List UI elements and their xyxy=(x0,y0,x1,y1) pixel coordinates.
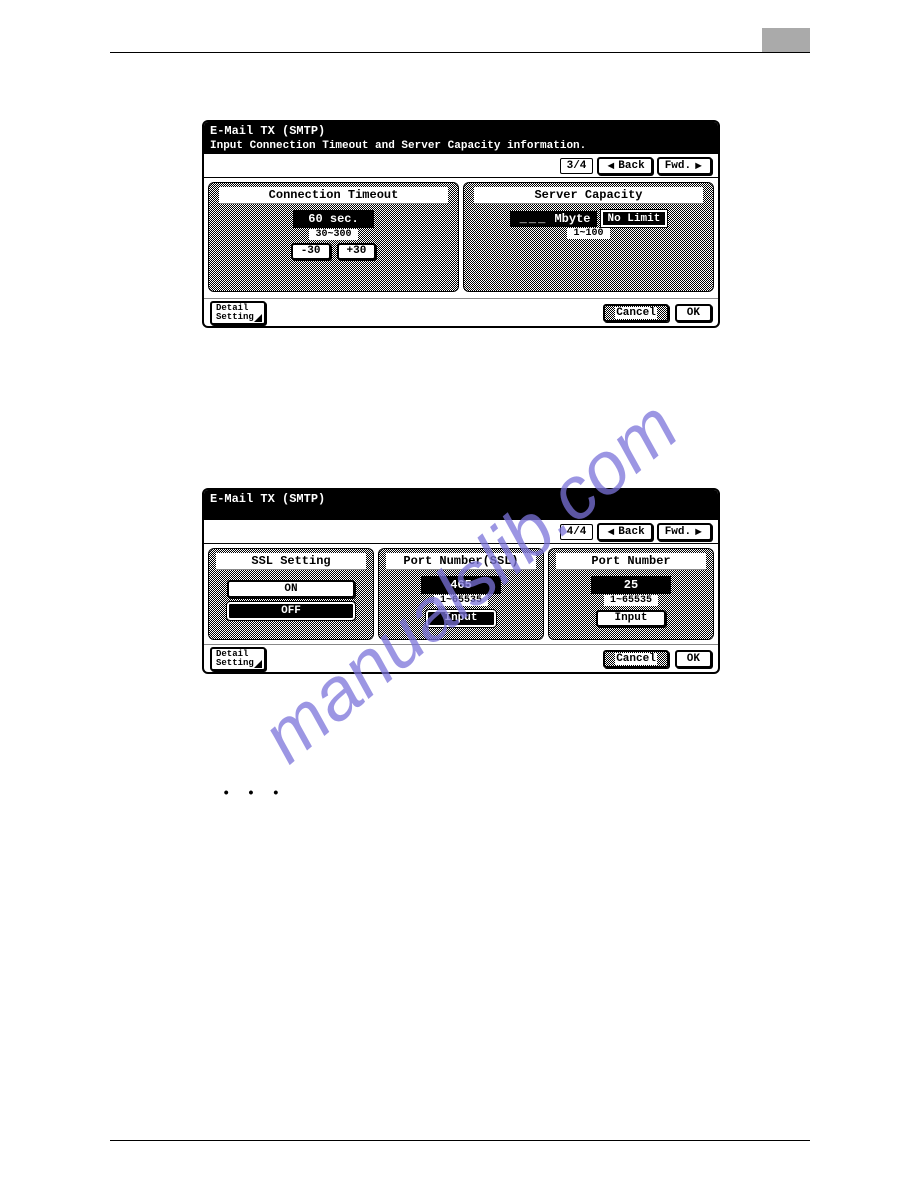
ellipsis-dots: • • • xyxy=(222,786,284,802)
cancel-button[interactable]: Cancel xyxy=(603,650,669,668)
capacity-heading: Server Capacity xyxy=(474,187,703,204)
back-button[interactable]: ◄Back xyxy=(597,157,652,175)
port-ssl-range: 1~65535 xyxy=(434,595,488,606)
smtp-screen-3of4: E-Mail TX (SMTP) Input Connection Timeou… xyxy=(202,120,720,328)
port-ssl-heading: Port Number(SSL) xyxy=(386,553,537,570)
cancel-label: Cancel xyxy=(615,653,657,665)
panel-footer: Detail Setting Cancel OK xyxy=(204,298,718,326)
capacity-value: ___ Mbyte xyxy=(510,211,597,227)
port-ssl-group: Port Number(SSL) 465 1~65535 Input xyxy=(378,548,544,640)
panel-subtitle: Input Connection Timeout and Server Capa… xyxy=(204,140,718,154)
detail-setting-button[interactable]: Detail Setting xyxy=(210,647,266,671)
panel-title: E-Mail TX (SMTP) xyxy=(204,490,718,508)
arrow-left-icon: ◄ xyxy=(605,159,616,173)
forward-button[interactable]: Fwd.► xyxy=(657,157,712,175)
panel-subtitle-blank xyxy=(204,508,718,520)
ssl-off-button[interactable]: OFF xyxy=(227,602,355,620)
port-heading: Port Number xyxy=(556,553,707,570)
timeout-plus-button[interactable]: +30 xyxy=(337,243,377,260)
port-input-button[interactable]: Input xyxy=(596,610,665,627)
capacity-blank: ___ xyxy=(520,212,548,226)
fwd-label: Fwd. xyxy=(665,159,691,173)
port-range: 1~65535 xyxy=(604,595,658,606)
page-header-rule xyxy=(110,52,810,53)
port-ssl-input-button[interactable]: Input xyxy=(426,610,495,627)
port-value: 25 xyxy=(591,576,671,594)
ssl-setting-group: SSL Setting ON OFF xyxy=(208,548,374,640)
ok-button[interactable]: OK xyxy=(675,304,712,322)
timeout-minus-button[interactable]: -30 xyxy=(291,243,331,260)
port-ssl-value: 465 xyxy=(421,576,501,594)
capacity-unit: Mbyte xyxy=(554,212,590,226)
arrow-right-icon: ► xyxy=(693,525,704,539)
cancel-label: Cancel xyxy=(615,307,657,319)
panel-title: E-Mail TX (SMTP) xyxy=(204,122,718,140)
detail-setting-button[interactable]: Detail Setting xyxy=(210,301,266,325)
page-indicator: 3/4 xyxy=(560,158,594,174)
panel-footer: Detail Setting Cancel OK xyxy=(204,644,718,672)
page-footer-rule xyxy=(110,1140,810,1141)
server-capacity-group: Server Capacity ___ Mbyte No Limit 1~100 xyxy=(463,182,714,292)
page-indicator: 4/4 xyxy=(560,524,594,540)
back-button[interactable]: ◄Back xyxy=(597,523,652,541)
fwd-label: Fwd. xyxy=(665,525,691,539)
page-header-gray-box xyxy=(762,28,810,52)
no-limit-button[interactable]: No Limit xyxy=(601,210,668,227)
ssl-heading: SSL Setting xyxy=(216,553,367,570)
cancel-button[interactable]: Cancel xyxy=(603,304,669,322)
arrow-right-icon: ► xyxy=(693,159,704,173)
ok-button[interactable]: OK xyxy=(675,650,712,668)
timeout-heading: Connection Timeout xyxy=(219,187,448,204)
back-label: Back xyxy=(618,525,644,539)
arrow-left-icon: ◄ xyxy=(605,525,616,539)
timeout-value: 60 sec. xyxy=(293,210,373,228)
capacity-range: 1~100 xyxy=(567,228,609,239)
ssl-on-button[interactable]: ON xyxy=(227,580,355,598)
back-label: Back xyxy=(618,159,644,173)
forward-button[interactable]: Fwd.► xyxy=(657,523,712,541)
timeout-range: 30~300 xyxy=(309,229,357,240)
nav-bar: 4/4 ◄Back Fwd.► xyxy=(204,520,718,544)
port-group: Port Number 25 1~65535 Input xyxy=(548,548,714,640)
nav-bar: 3/4 ◄Back Fwd.► xyxy=(204,154,718,178)
smtp-screen-4of4: E-Mail TX (SMTP) 4/4 ◄Back Fwd.► SSL Set… xyxy=(202,488,720,674)
connection-timeout-group: Connection Timeout 60 sec. 30~300 -30 +3… xyxy=(208,182,459,292)
